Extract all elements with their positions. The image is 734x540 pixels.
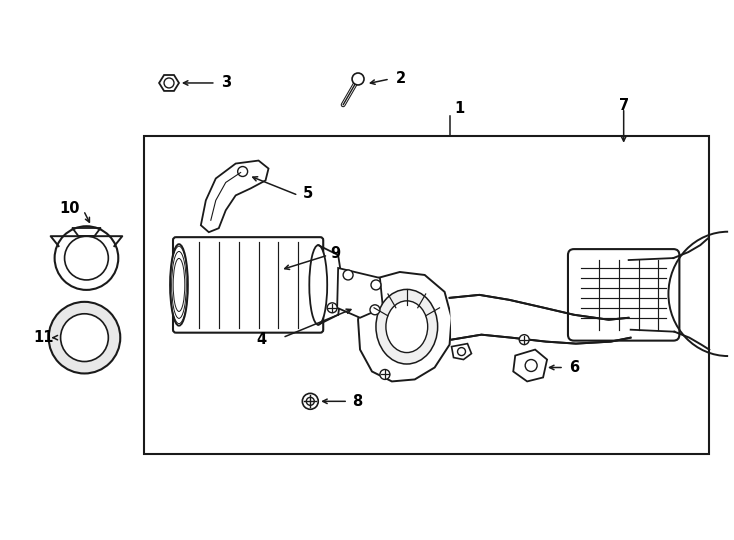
Circle shape	[54, 226, 118, 290]
Polygon shape	[337, 268, 383, 318]
Text: 10: 10	[59, 201, 80, 216]
Text: 4: 4	[257, 332, 266, 347]
Polygon shape	[449, 295, 631, 343]
Circle shape	[343, 270, 353, 280]
Polygon shape	[513, 349, 547, 381]
Circle shape	[457, 348, 465, 355]
Polygon shape	[451, 343, 471, 360]
Text: 3: 3	[221, 76, 231, 91]
Circle shape	[238, 166, 247, 177]
Ellipse shape	[170, 244, 188, 326]
Text: 7: 7	[619, 98, 629, 113]
Text: 1: 1	[454, 102, 465, 116]
Polygon shape	[159, 75, 179, 91]
Bar	[144, 136, 709, 454]
Circle shape	[370, 305, 380, 315]
Ellipse shape	[309, 245, 327, 325]
Circle shape	[380, 369, 390, 380]
Text: 6: 6	[569, 360, 579, 375]
Circle shape	[371, 280, 381, 290]
Circle shape	[327, 303, 337, 313]
Circle shape	[48, 302, 120, 374]
Polygon shape	[358, 272, 451, 381]
Text: 11: 11	[34, 330, 54, 345]
Circle shape	[61, 314, 109, 361]
FancyBboxPatch shape	[568, 249, 680, 341]
Ellipse shape	[376, 289, 437, 364]
Circle shape	[519, 335, 529, 345]
Ellipse shape	[386, 301, 428, 353]
Polygon shape	[201, 160, 269, 232]
Circle shape	[65, 236, 109, 280]
Circle shape	[526, 360, 537, 372]
FancyBboxPatch shape	[173, 237, 323, 333]
Circle shape	[164, 78, 174, 88]
Circle shape	[352, 73, 364, 85]
Text: 9: 9	[330, 246, 341, 261]
Text: 5: 5	[302, 186, 313, 201]
Circle shape	[302, 393, 319, 409]
Text: 2: 2	[396, 71, 406, 86]
Circle shape	[306, 397, 314, 406]
Text: 8: 8	[352, 394, 363, 409]
